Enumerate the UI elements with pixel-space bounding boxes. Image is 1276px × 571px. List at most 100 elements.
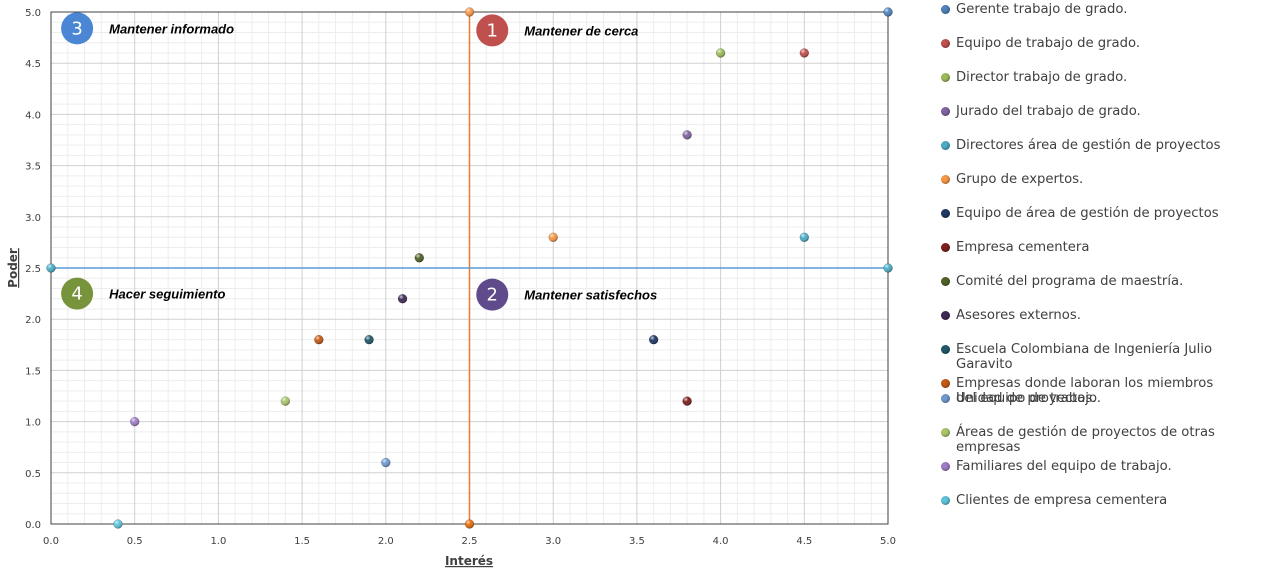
data-point <box>280 396 291 406</box>
legend-item: Unidad de proyectos. <box>941 391 1266 406</box>
y-tick-label: 2.5 <box>25 264 41 275</box>
quadrant-dividers <box>51 12 888 524</box>
data-point <box>113 519 123 529</box>
x-tick-label: 4.5 <box>796 536 812 547</box>
legend-label: Grupo de expertos. <box>956 172 1084 187</box>
x-tick-label: 1.5 <box>294 536 310 547</box>
divider-endpoint-marker <box>883 263 893 273</box>
y-tick-label: 2.0 <box>25 315 41 326</box>
quadrant-3-number: 3 <box>71 18 82 39</box>
legend-marker <box>941 428 950 437</box>
legend-marker <box>941 345 950 354</box>
quadrant-4-label: Hacer seguimiento <box>109 287 225 302</box>
data-point <box>414 253 425 263</box>
legend-marker <box>941 209 950 218</box>
legend-marker <box>941 379 950 388</box>
x-tick-label: 0.0 <box>43 536 59 547</box>
legend-label: Áreas de gestión de proyectos de otras e… <box>956 425 1215 455</box>
legend-label: Clientes de empresa cementera <box>956 493 1168 508</box>
x-axis-ticks: 0.0 0.5 1.0 1.5 2.0 2.5 3.0 3.5 4.0 4.5 5.0 <box>43 536 896 547</box>
y-axis-title: Poder <box>6 248 20 288</box>
y-tick-label: 0.0 <box>25 520 41 531</box>
y-tick-label: 5.0 <box>25 8 41 19</box>
data-point <box>129 416 140 427</box>
quadrant-2-badge <box>476 278 509 311</box>
y-tick-label: 3.0 <box>25 213 41 224</box>
y-axis-ticks: 0.0 0.5 1.0 1.5 2.0 2.5 3.0 3.5 4.0 4.5 5.0 <box>25 8 41 531</box>
divider-endpoint-marker <box>464 519 475 529</box>
y-tick-label: 0.5 <box>25 469 41 480</box>
legend-item: Directores área de gestión de proyectos <box>941 138 1266 153</box>
legend-marker <box>941 73 950 82</box>
data-point <box>548 232 558 243</box>
legend-label: Empresas donde laboran los miembros del … <box>956 376 1214 406</box>
quadrant-4-number: 4 <box>71 284 82 305</box>
data-point <box>799 48 810 58</box>
quadrant-2-label: Mantener satisfechos <box>524 288 657 303</box>
legend-item: Jurado del trabajo de grado. <box>941 104 1266 119</box>
legend-item: Director trabajo de grado. <box>941 70 1266 85</box>
legend-label: Asesores externos. <box>956 308 1081 323</box>
x-tick-label: 2.0 <box>378 536 394 547</box>
legend-item: Familiares del equipo de trabajo. <box>941 459 1266 474</box>
legend-label: Unidad de proyectos. <box>956 391 1097 406</box>
legend-label: Jurado del trabajo de grado. <box>956 104 1141 119</box>
data-point <box>381 457 391 468</box>
legend-item: Escuela Colombiana de Ingeniería Julio G… <box>941 342 1266 372</box>
legend-item: Comité del programa de maestría. <box>941 274 1266 289</box>
legend-marker <box>941 496 950 505</box>
legend-item: Áreas de gestión de proyectos de otras e… <box>941 425 1266 455</box>
data-point <box>364 334 374 345</box>
data-point <box>682 396 692 406</box>
data-points <box>46 7 893 529</box>
legend-item: Equipo de área de gestión de proyectos <box>941 206 1266 221</box>
quadrant-3-label: Mantener informado <box>109 21 234 36</box>
y-tick-label: 1.0 <box>25 418 41 429</box>
legend-marker <box>941 39 950 48</box>
quadrant-1-number: 1 <box>487 20 498 41</box>
data-point <box>648 334 659 345</box>
x-axis-title: Interés <box>445 554 493 568</box>
legend-item: Clientes de empresa cementera <box>941 493 1266 508</box>
data-point <box>799 232 810 243</box>
legend-marker <box>941 462 950 471</box>
data-point <box>397 293 408 304</box>
y-tick-label: 4.5 <box>25 59 41 70</box>
legend-label: Directores área de gestión de proyectos <box>956 138 1221 153</box>
x-tick-label: 2.5 <box>462 536 478 547</box>
y-tick-label: 3.5 <box>25 162 41 173</box>
legend-marker <box>941 311 950 320</box>
divider-endpoint-marker <box>464 7 475 17</box>
x-tick-label: 0.5 <box>127 536 143 547</box>
quadrant-1-label: Mantener de cerca <box>524 23 638 38</box>
legend-label: Empresa cementera <box>956 240 1090 255</box>
data-point <box>883 7 893 17</box>
y-tick-label: 1.5 <box>25 366 41 377</box>
legend-marker <box>941 243 950 252</box>
legend-marker <box>941 5 950 14</box>
data-point <box>314 334 324 345</box>
data-point <box>715 48 726 58</box>
legend-item: Empresas donde laboran los miembros del … <box>941 376 1236 406</box>
x-tick-label: 5.0 <box>880 536 896 547</box>
legend-item: Equipo de trabajo de grado. <box>941 36 1266 51</box>
legend-marker <box>941 277 950 286</box>
data-point <box>682 130 692 140</box>
legend-marker <box>941 175 950 184</box>
legend-label: Comité del programa de maestría. <box>956 274 1184 289</box>
y-tick-label: 4.0 <box>25 110 41 121</box>
legend-marker <box>941 394 950 403</box>
legend-label: Gerente trabajo de grado. <box>956 2 1128 17</box>
divider-endpoint-marker <box>46 263 56 273</box>
quadrant-2-number: 2 <box>487 285 498 306</box>
quadrant-labels: 1 Mantener de cerca 2 Mantener satisfechos 3… <box>61 12 657 311</box>
legend-item: Grupo de expertos. <box>941 172 1266 187</box>
legend-label: Equipo de área de gestión de proyectos <box>956 206 1219 221</box>
x-tick-label: 4.0 <box>713 536 729 547</box>
stakeholder-matrix-chart: 0.0 0.5 1.0 1.5 2.0 2.5 3.0 3.5 4.0 4.5 5.0 0.0 0.5… <box>6 7 896 568</box>
quadrant-4-badge <box>61 277 94 310</box>
legend-item: Empresa cementera <box>941 240 1266 255</box>
legend-label: Director trabajo de grado. <box>956 70 1128 85</box>
x-tick-label: 3.5 <box>629 536 645 547</box>
quadrant-1-badge <box>476 14 509 47</box>
